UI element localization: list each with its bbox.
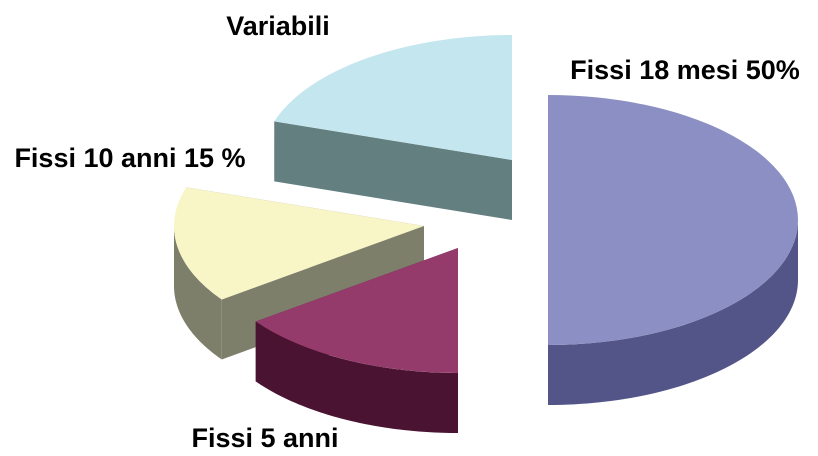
slice-label: Fissi 5 anni [191,423,338,453]
slice-label: Fissi 10 anni 15 % [14,143,245,173]
slice-label: Variabili [226,11,330,41]
slice-label: Fissi 18 mesi 50% [570,55,800,85]
slice [255,248,458,373]
slice-wall [548,220,798,405]
slice [174,187,424,300]
slice-wall [174,226,222,360]
slice-wall [255,321,458,433]
pie [174,35,798,433]
slice [548,95,798,345]
slice [274,35,512,160]
slice-side [274,121,512,220]
